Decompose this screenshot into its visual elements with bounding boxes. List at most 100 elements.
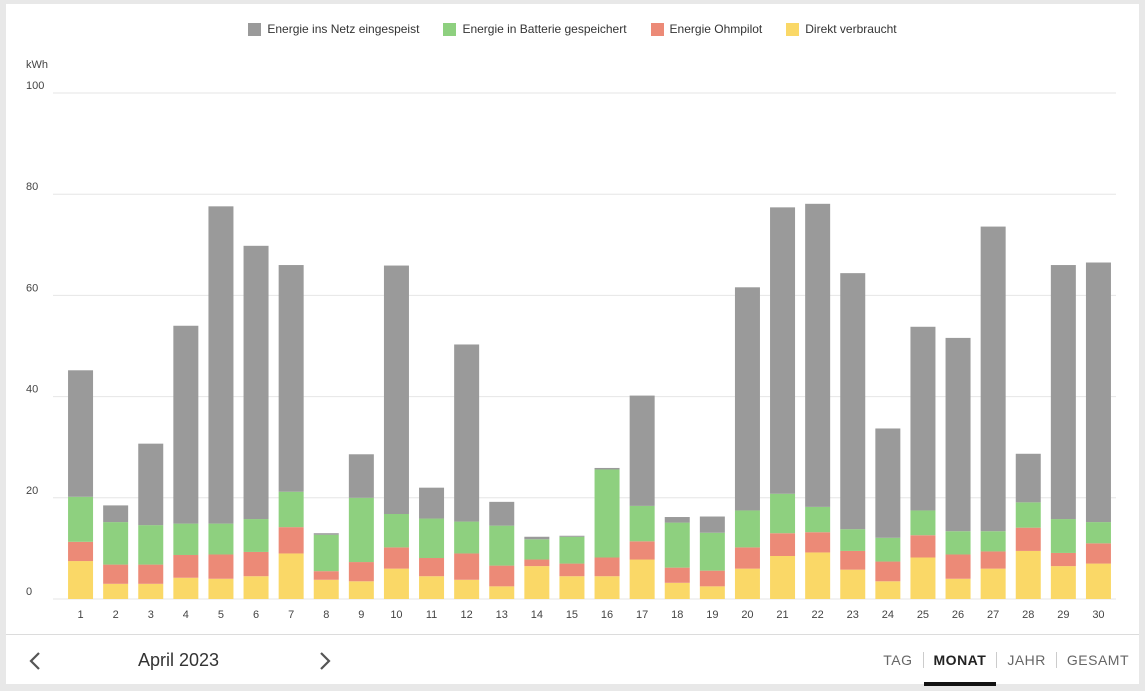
legend-swatch-battery [443,22,457,36]
bar-segment-ohmpilot [875,561,901,582]
bar-segment-grid [664,517,690,523]
bar-segment-battery [103,522,129,565]
tab-divider [996,652,998,668]
next-period-button[interactable] [312,649,336,673]
bar-segment-ohmpilot [68,541,94,562]
tab-gesamt[interactable]: GESAMT [1066,652,1129,668]
bar-segment-ohmpilot [980,551,1006,569]
bar-segment-battery [278,491,304,528]
bar-segment-ohmpilot [629,541,655,560]
bar-segment-direct [629,559,655,599]
bar-segment-battery [910,510,936,536]
bar-segment-direct [454,579,480,599]
bar-segment-direct [138,583,164,599]
bar-segment-direct [243,576,269,599]
bar-segment-direct [68,561,94,599]
bar-segment-battery [1050,519,1076,553]
bar-segment-battery [419,518,445,559]
period-tabs: TAG MONAT JAHR GESAMT [873,635,1139,686]
bar-segment-grid [524,536,550,540]
bar-segment-grid [875,428,901,538]
bar-segment-battery [489,525,515,566]
bar-segment-ohmpilot [103,564,129,584]
bar-segment-grid [208,206,234,524]
x-tick-label: 14 [531,609,543,621]
bar-segment-grid [103,505,129,523]
x-tick-label: 18 [671,609,683,621]
bar-segment-grid [348,454,374,498]
x-tick-label: 16 [601,609,613,621]
bar-segment-ohmpilot [208,554,234,579]
bar-segment-ohmpilot [524,559,550,567]
bar-segment-direct [1085,563,1111,599]
bar-segment-ohmpilot [664,567,690,583]
bar-segment-grid [383,265,409,514]
y-tick-label: 0 [26,586,32,598]
x-tick-label: 29 [1057,609,1069,621]
bar-segment-direct [383,568,409,599]
bar-segment-battery [840,529,866,551]
period-label: April 2023 [138,650,220,670]
bar-segment-grid [1085,262,1111,523]
bar-segment-grid [454,344,480,522]
tab-tag[interactable]: TAG [883,652,913,668]
tab-jahr[interactable]: JAHR [1007,652,1046,668]
chevron-right-icon [320,652,331,670]
bar-segment-ohmpilot [383,547,409,569]
bar-segment-ohmpilot [770,533,796,556]
y-axis-unit-label: kWh [26,59,48,71]
bar-segment-direct [840,569,866,599]
x-tick-label: 3 [148,609,154,621]
legend-item-grid[interactable]: Energie ins Netz eingespeist [248,22,419,36]
x-tick-label: 7 [288,609,294,621]
bar-segment-grid [629,395,655,506]
bar-segment-direct [1050,566,1076,599]
tab-monat[interactable]: MONAT [923,635,997,686]
legend-item-direct[interactable]: Direkt verbraucht [786,22,897,36]
legend-item-ohmpilot[interactable]: Energie Ohmpilot [650,22,763,36]
bar-segment-ohmpilot [1085,543,1111,564]
bar-segment-battery [664,522,690,568]
bar-segment-direct [910,557,936,599]
bar-segment-direct [875,581,901,599]
x-tick-label: 26 [952,609,964,621]
bar-segment-battery [348,497,374,563]
bar-segment-ohmpilot [313,571,339,580]
bar-segment-direct [173,577,199,599]
bar-segment-direct [699,586,725,599]
tab-divider [1055,652,1057,668]
previous-period-button[interactable] [24,649,48,673]
bar-segment-ohmpilot [419,558,445,577]
x-tick-label: 24 [882,609,894,621]
bar-segment-battery [1015,502,1041,528]
bar-segment-grid [489,501,515,526]
bar-segment-grid [805,203,831,507]
bar-segment-direct [208,578,234,599]
legend-label-ohmpilot: Energie Ohmpilot [669,22,763,36]
x-tick-label: 23 [847,609,859,621]
bar-segment-battery [980,531,1006,552]
x-tick-label: 30 [1092,609,1104,621]
x-tick-label: 8 [323,609,329,621]
legend-item-battery[interactable]: Energie in Batterie gespeichert [443,22,627,36]
bar-segment-battery [383,513,409,548]
bar-segment-direct [594,576,620,599]
x-tick-label: 21 [776,609,788,621]
bar-segment-direct [419,576,445,599]
bar-segment-direct [559,576,585,599]
bar-segment-grid [945,337,971,532]
bar-segment-ohmpilot [805,532,831,553]
bar-segment-grid [734,287,760,511]
bar-segment-direct [313,579,339,599]
bar-segment-ohmpilot [734,547,760,569]
chart-legend: Energie ins Netz eingespeist Energie in … [6,22,1139,36]
x-tick-label: 15 [566,609,578,621]
bar-segment-direct [1015,550,1041,599]
bar-segment-battery [945,531,971,555]
bar-segment-battery [734,510,760,548]
x-tick-label: 9 [358,609,364,621]
legend-label-direct: Direkt verbraucht [805,22,897,36]
bar-segment-ohmpilot [699,570,725,587]
bar-segment-ohmpilot [1015,527,1041,551]
